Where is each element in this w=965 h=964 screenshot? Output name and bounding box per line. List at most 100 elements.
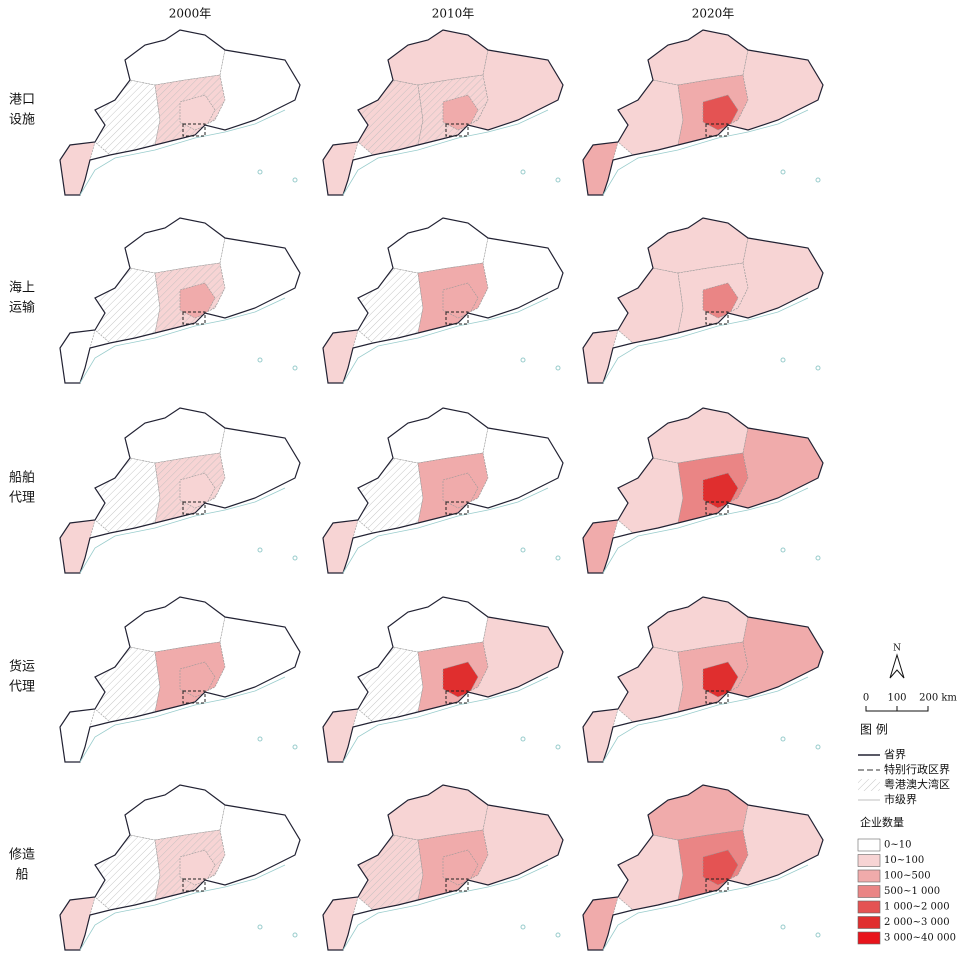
legend-count-title: 企业数量 (860, 815, 904, 829)
province-border (582, 407, 824, 574)
legend-class: 3 000~40 000 (884, 933, 956, 944)
map-panel (59, 217, 301, 384)
map-panel (59, 596, 301, 763)
row-label: 运输 (9, 300, 35, 316)
sar-border (445, 311, 469, 325)
legend-class: 2 000~3 000 (884, 917, 950, 928)
island (292, 177, 298, 183)
legend-label: 市级界 (884, 792, 917, 806)
map-panel (582, 784, 824, 951)
island (555, 744, 561, 750)
city-region (582, 896, 619, 951)
city-region (617, 267, 684, 344)
legend-label: 粤港澳大湾区 (884, 777, 950, 791)
legend-class: 0~10 (884, 840, 911, 851)
sar-border (182, 878, 206, 892)
map-panel (59, 407, 301, 574)
north-arrow (889, 653, 905, 679)
coastline (602, 676, 809, 763)
bay-area-hatch (358, 80, 423, 155)
coastline (79, 109, 286, 196)
map-panel (582, 217, 824, 384)
row-label: 船舶 (9, 470, 35, 486)
island (815, 555, 821, 561)
coastline (79, 297, 286, 384)
column-header: 2000年 (169, 7, 212, 21)
bay-area-hatch (358, 268, 423, 343)
island (257, 169, 263, 175)
map-panel (582, 596, 824, 763)
island (555, 932, 561, 938)
province-border (322, 407, 564, 574)
sar-border (705, 501, 729, 515)
sar-border (445, 878, 469, 892)
row-label: 海上 (9, 281, 35, 296)
island (292, 365, 298, 371)
island (257, 547, 263, 553)
island (555, 177, 561, 183)
province-border (582, 29, 824, 196)
bay-area-hatch (95, 835, 160, 910)
sar-border (445, 690, 469, 704)
legend-class: 100~500 (884, 871, 931, 882)
city-region (617, 457, 684, 534)
island (520, 736, 526, 742)
north-label: N (893, 644, 901, 654)
coastline (79, 676, 286, 763)
column-header: 2020年 (692, 7, 735, 21)
island (555, 555, 561, 561)
bay-area-hatch (95, 647, 160, 722)
legend-swatch (857, 916, 881, 929)
map-panel (322, 29, 564, 196)
island (520, 357, 526, 363)
legend-hatch (858, 779, 880, 791)
city-region (59, 141, 96, 196)
island (257, 357, 263, 363)
city-region (59, 708, 96, 763)
island (780, 924, 786, 930)
island (815, 365, 821, 371)
island (292, 555, 298, 561)
coastline (602, 487, 809, 574)
map-panel (59, 784, 301, 951)
map-panel (322, 784, 564, 951)
sar-border (182, 123, 206, 137)
province-border (582, 596, 824, 763)
legend-swatch (857, 900, 881, 914)
sar-border (445, 123, 469, 137)
sar-border (705, 878, 729, 892)
island (815, 932, 821, 938)
scale-label: 100 (887, 693, 906, 704)
legend-label: 特别行政区界 (884, 762, 950, 776)
city-region (322, 329, 359, 384)
scale-label: 200 km (919, 693, 957, 704)
legend-swatch (857, 931, 881, 945)
row-label: 代理 (9, 491, 35, 506)
city-region (582, 141, 619, 196)
row-label: 修造 (9, 848, 35, 863)
island (292, 932, 298, 938)
island (815, 177, 821, 183)
bay-area-hatch (358, 647, 423, 722)
legend-class: 10~100 (884, 855, 924, 866)
city-region (617, 646, 684, 723)
island (780, 736, 786, 742)
sar-border (182, 311, 206, 325)
map-panel (582, 29, 824, 196)
city-region (322, 519, 359, 574)
legend-class: 1 000~2 000 (884, 902, 950, 913)
map-panel (582, 407, 824, 574)
coastline (602, 864, 809, 951)
coastline (342, 109, 549, 196)
bay-area-hatch (95, 268, 160, 343)
city-region (322, 708, 359, 763)
scale-label: 0 (863, 693, 869, 704)
island (292, 744, 298, 750)
city-region (582, 519, 619, 574)
row-label: 代理 (9, 680, 35, 695)
legend-title: 图 例 (860, 723, 888, 737)
province-border (59, 407, 301, 574)
island (257, 736, 263, 742)
island (520, 169, 526, 175)
